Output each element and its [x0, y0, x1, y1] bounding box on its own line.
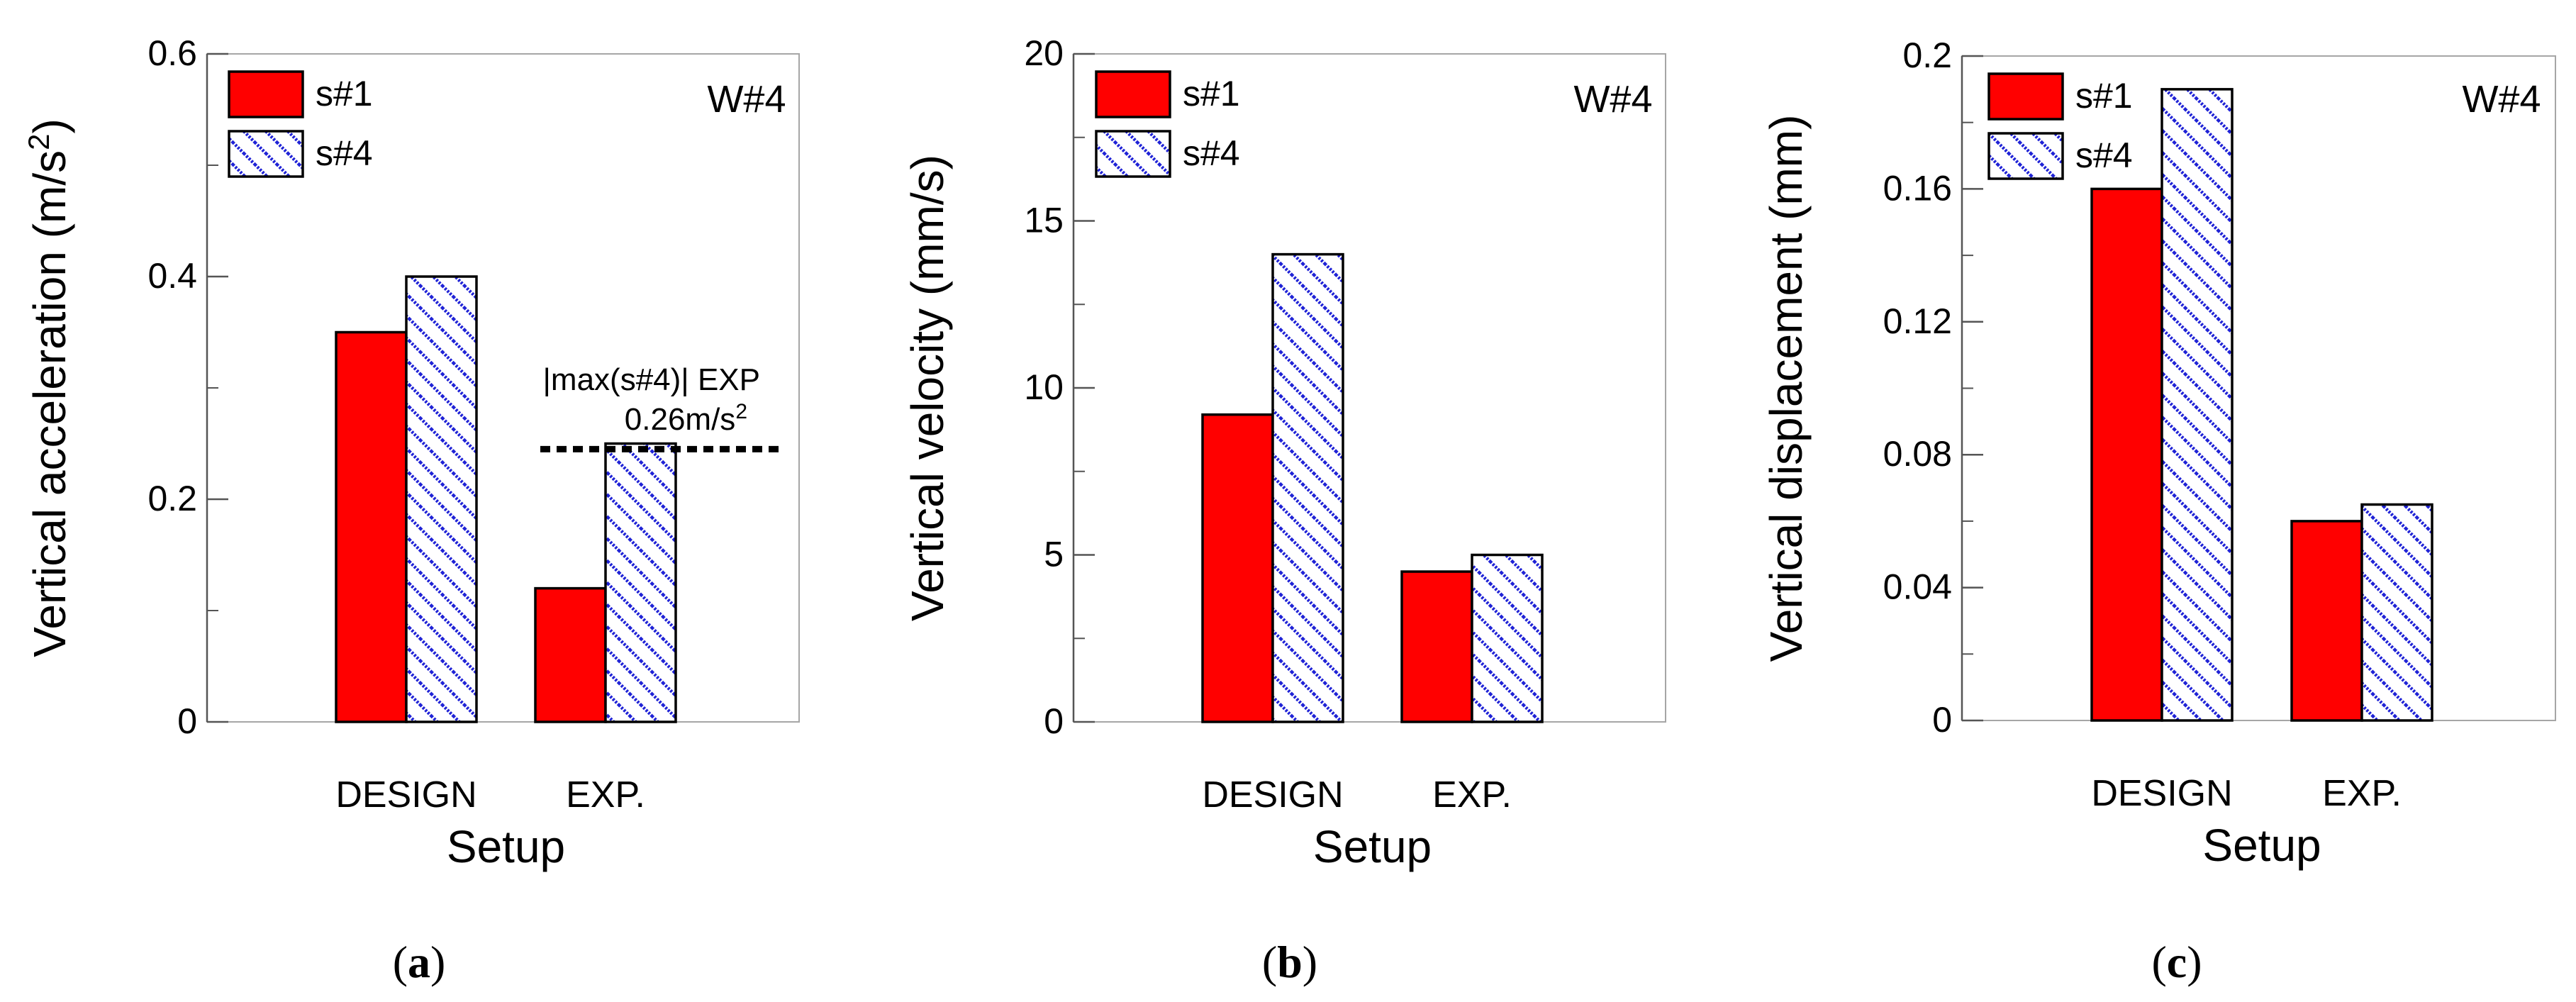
legend-swatch-s4 — [1987, 132, 2064, 180]
caption-open-paren: ( — [1262, 937, 1277, 987]
legend: s#1s#4 — [1987, 72, 2133, 180]
reference-label-sup: 2 — [735, 400, 747, 423]
legend-swatch-s4 — [1095, 130, 1171, 178]
legend-swatch-s1 — [1987, 72, 2064, 121]
legend-label: s#4 — [1183, 133, 1240, 173]
x-tick-label: EXP. — [2322, 773, 2402, 814]
caption-open-paren: ( — [393, 937, 408, 987]
legend-label: s#4 — [2075, 135, 2133, 175]
x-axis-label: Setup — [447, 821, 565, 872]
x-tick-label: EXP. — [1432, 774, 1512, 815]
y-tick-label: 0.12 — [1883, 301, 1952, 341]
y-axis-label-text: Vertical acceleration (m/s — [24, 150, 75, 657]
caption-letter: b — [1277, 937, 1303, 987]
x-tick-label: DESIGN — [335, 774, 476, 815]
legend: s#1 s#4 — [228, 70, 373, 178]
chart-panel-b: 0 5 10 15 20 DESIGN EXP.Setup Vertical velocity… — [902, 33, 1666, 987]
y-tick-label: 0.16 — [1883, 168, 1952, 208]
bar-s1-exp — [2290, 520, 2363, 722]
y-axis-label-sup: 2 — [22, 134, 55, 150]
reference-label-value: 0.26m/s — [625, 402, 736, 437]
y-axis-label-text: Vertical displacement (mm) — [1761, 115, 1812, 662]
legend: s#1 s#4 — [1095, 70, 1240, 178]
y-axis-label-text: Vertical velocity (mm/s) — [902, 155, 953, 621]
bar-s4-exp — [1471, 553, 1544, 723]
reference-label-line1: |max(s#4)| EXP — [543, 362, 761, 397]
bar-s4-design — [1271, 252, 1344, 723]
legend-label: s#1 — [316, 74, 373, 113]
bar-s4-design — [405, 275, 478, 723]
panel-caption: (b) — [1262, 937, 1317, 987]
bar-s1-exp — [534, 586, 607, 723]
y-tick-label: 0 — [177, 701, 197, 741]
y-tick-label: 0 — [1044, 701, 1064, 741]
x-tick-label: DESIGN — [2091, 773, 2232, 814]
y-tick-label: 0.2 — [147, 479, 197, 518]
caption-close-paren: ) — [1303, 937, 1317, 987]
caption-letter: a — [408, 937, 430, 987]
y-tick-label: 0 — [1932, 700, 1952, 740]
wall-label: W#4 — [1573, 78, 1652, 121]
y-tick-label: 0.6 — [147, 33, 197, 73]
x-tick-label: EXP. — [566, 774, 645, 815]
bar-s1-design — [1201, 413, 1274, 723]
legend-swatch-s1 — [228, 70, 304, 118]
caption-open-paren: ( — [2151, 937, 2166, 987]
bar-s1-design — [2090, 187, 2163, 722]
y-tick-label: 0.4 — [147, 256, 197, 296]
y-axis-label: Vertical velocity (mm/s) — [902, 155, 953, 621]
wall-label: W#4 — [2462, 78, 2541, 121]
legend-swatch-s4 — [228, 130, 304, 178]
bar-s4-exp — [2360, 503, 2433, 722]
panel-caption: (a) — [393, 937, 446, 987]
bar-s1-exp — [1400, 570, 1473, 723]
x-axis-label: Setup — [2202, 820, 2321, 871]
reference-label-line2: 0.26m/s2 — [625, 400, 747, 438]
caption-close-paren: ) — [2187, 937, 2202, 987]
y-tick-label: 5 — [1044, 535, 1064, 574]
y-axis-label-end: ) — [24, 118, 75, 133]
bar-s4-exp — [604, 442, 677, 723]
bar-s1-design — [335, 330, 408, 723]
y-tick-label: 20 — [1024, 33, 1064, 73]
y-tick-label: 0.08 — [1883, 434, 1952, 474]
chart-panel-a: 0 0.2 0.4 0.6 DESIGN EXP.Setup Vertical accele… — [22, 33, 800, 987]
legend-label: s#1 — [1183, 74, 1240, 113]
panel-caption: (c) — [2151, 937, 2202, 987]
y-tick-label: 0.04 — [1883, 567, 1952, 607]
y-tick-label: 15 — [1024, 201, 1064, 240]
bar-s4-design — [2160, 88, 2234, 722]
y-tick-label: 0.2 — [1902, 35, 1952, 75]
caption-letter: c — [2167, 937, 2187, 987]
legend-swatch-s1 — [1095, 70, 1171, 118]
y-tick-label: 10 — [1024, 367, 1064, 407]
chart-panel-c: 0 0.04 0.08 0.12 0.16 0.2 DESIGN EXP.Setup Verti… — [1761, 35, 2556, 987]
x-axis-label: Setup — [1313, 821, 1432, 872]
wall-label: W#4 — [707, 78, 786, 121]
y-axis-label: Vertical acceleration (m/s2) — [22, 118, 76, 657]
caption-close-paren: ) — [430, 937, 445, 987]
y-axis-label: Vertical displacement (mm) — [1761, 115, 1812, 662]
legend-label: s#4 — [316, 133, 373, 173]
legend-label: s#1 — [2075, 76, 2133, 116]
x-tick-label: DESIGN — [1202, 774, 1343, 815]
